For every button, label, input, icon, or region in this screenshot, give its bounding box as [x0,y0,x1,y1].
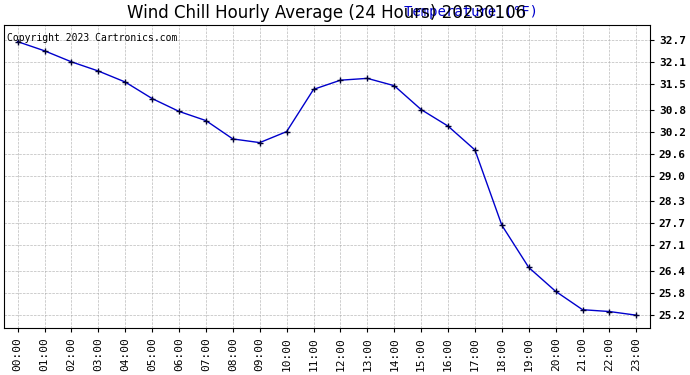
Text: Copyright 2023 Cartronics.com: Copyright 2023 Cartronics.com [8,33,178,43]
Text: Temperature (°F): Temperature (°F) [404,5,538,19]
Title: Wind Chill Hourly Average (24 Hours) 20230106: Wind Chill Hourly Average (24 Hours) 202… [128,4,526,22]
